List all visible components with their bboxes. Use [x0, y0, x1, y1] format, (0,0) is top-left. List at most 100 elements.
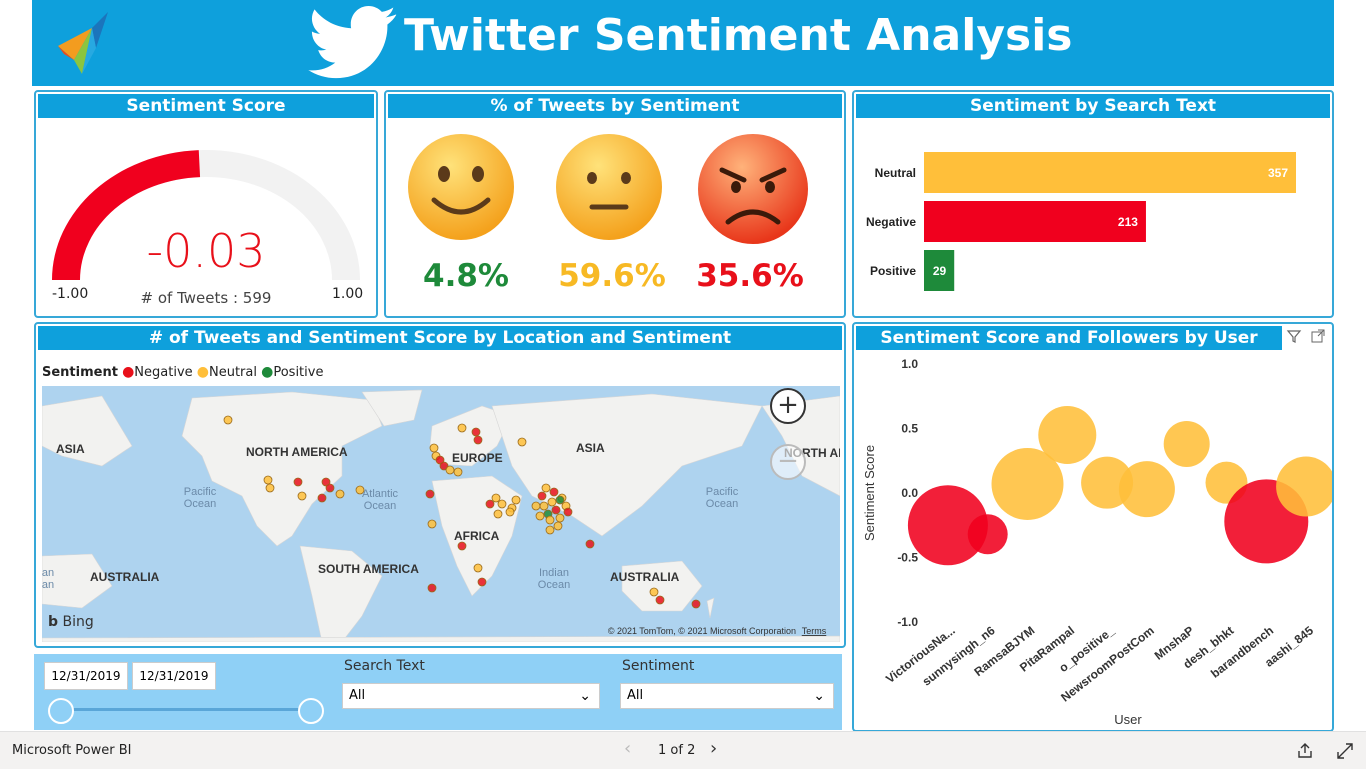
map-point[interactable]	[547, 497, 557, 507]
bar-value-label: 29	[933, 264, 947, 278]
map-point[interactable]	[691, 599, 701, 609]
map-point[interactable]	[539, 501, 549, 511]
fullscreen-icon[interactable]	[1336, 742, 1354, 760]
bar-category-label: Neutral	[875, 166, 916, 180]
panel-title: Sentiment Score and Followers by User	[856, 326, 1282, 350]
map-point[interactable]	[553, 521, 563, 531]
bar-category-label: Positive	[870, 264, 916, 278]
map-point[interactable]	[497, 499, 507, 509]
y-tick-label: 1.0	[901, 357, 918, 371]
map-point[interactable]	[563, 507, 573, 517]
map-point[interactable]	[457, 541, 467, 551]
date-range-end-handle[interactable]	[298, 698, 324, 724]
bar[interactable]	[924, 152, 1296, 193]
bubble[interactable]	[967, 514, 1008, 555]
map-point[interactable]	[297, 491, 307, 501]
map-point[interactable]	[429, 443, 439, 453]
sentiment-score-panel[interactable]: Sentiment Score -0.03 -1.00 1.00 # of Tw…	[34, 90, 378, 318]
sentiment-dropdown[interactable]: All ⌄	[620, 683, 834, 709]
zoom-in-button[interactable]: +	[770, 388, 806, 424]
app-name: Microsoft Power BI	[12, 743, 132, 758]
bubble[interactable]	[1038, 405, 1097, 464]
map-point[interactable]	[293, 477, 303, 487]
map-point[interactable]	[585, 539, 595, 549]
search-text-label: Search Text	[344, 658, 425, 674]
map-point[interactable]	[223, 415, 233, 425]
map-point[interactable]	[265, 483, 275, 493]
map-point[interactable]	[445, 465, 455, 475]
map-point[interactable]	[549, 487, 559, 497]
map-point[interactable]	[473, 435, 483, 445]
chevron-down-icon: ⌄	[579, 688, 591, 704]
search-text-panel[interactable]: Sentiment by Search Text Neutral 357 Negat…	[852, 90, 1334, 318]
map-point[interactable]	[555, 513, 565, 523]
map-point[interactable]	[517, 437, 527, 447]
bubble-chart-panel[interactable]: Sentiment Score and Followers by User 1.…	[852, 322, 1334, 732]
map-point[interactable]	[555, 495, 565, 505]
report-header	[32, 0, 1334, 86]
map-label-indian: Indian Ocean	[538, 567, 570, 591]
map-point[interactable]	[435, 455, 445, 465]
gauge-max-label: 1.00	[332, 286, 364, 302]
map-point[interactable]	[427, 583, 437, 593]
prev-page-button[interactable]: ‹	[624, 738, 632, 759]
bubble[interactable]	[991, 447, 1064, 520]
map-point[interactable]	[511, 495, 521, 505]
map-point[interactable]	[263, 475, 273, 485]
map-point[interactable]	[551, 505, 561, 515]
map-point[interactable]	[473, 563, 483, 573]
pct-tweets-panel[interactable]: % of Tweets by Sentiment 4.8% 59.6% 35.6…	[384, 90, 846, 318]
map-label-atlantic: Atlantic Ocean	[362, 488, 399, 512]
map-point[interactable]	[545, 525, 555, 535]
panel-title: Sentiment by Search Text	[856, 94, 1330, 118]
map-point[interactable]	[425, 489, 435, 499]
map-point[interactable]	[317, 493, 327, 503]
bar[interactable]	[924, 201, 1146, 242]
map-terms-link[interactable]: Terms	[802, 626, 827, 636]
map-point[interactable]	[471, 427, 481, 437]
map-point[interactable]	[439, 461, 449, 471]
positive-pct: 4.8%	[423, 258, 509, 294]
date-from-input[interactable]: 12/31/2019	[44, 662, 128, 690]
next-page-button[interactable]: ›	[710, 738, 718, 759]
map-point[interactable]	[545, 515, 555, 525]
map-point[interactable]	[325, 483, 335, 493]
map-point[interactable]	[537, 491, 547, 501]
map-point[interactable]	[321, 477, 331, 487]
map-point[interactable]	[335, 489, 345, 499]
map-point[interactable]	[457, 423, 467, 433]
map-point[interactable]	[477, 577, 487, 587]
search-text-dropdown[interactable]: All ⌄	[342, 683, 600, 709]
legend-neutral: Neutral	[209, 365, 257, 380]
map-point[interactable]	[453, 467, 463, 477]
zoom-out-button[interactable]: −	[770, 444, 806, 480]
map-point[interactable]	[355, 485, 365, 495]
map-point[interactable]	[655, 595, 665, 605]
map-point[interactable]	[427, 519, 437, 529]
world-map[interactable]: ASIA NORTH AMERICA EUROPE ASIA NORTH AME…	[42, 386, 840, 642]
map-point[interactable]	[491, 493, 501, 503]
map-panel[interactable]: # of Tweets and Sentiment Score by Locat…	[34, 322, 846, 648]
bubble[interactable]	[1163, 420, 1210, 467]
map-point[interactable]	[535, 511, 545, 521]
focus-mode-icon[interactable]	[1310, 328, 1326, 344]
date-to-input[interactable]: 12/31/2019	[132, 662, 216, 690]
bar[interactable]	[924, 250, 955, 291]
share-icon[interactable]	[1296, 742, 1314, 760]
map-point[interactable]	[649, 587, 659, 597]
map-point[interactable]	[485, 499, 495, 509]
filter-icon[interactable]	[1286, 328, 1302, 344]
date-range-start-handle[interactable]	[48, 698, 74, 724]
slicer-area: 12/31/2019 12/31/2019 Search Text All ⌄ …	[34, 654, 842, 730]
bubble[interactable]	[907, 485, 988, 566]
map-point[interactable]	[505, 507, 515, 517]
map-copyright: © 2021 TomTom, © 2021 Microsoft Corporat…	[608, 626, 796, 636]
x-axis-title: User	[1114, 712, 1142, 727]
bubble[interactable]	[1118, 461, 1175, 518]
bubble[interactable]	[1276, 456, 1332, 517]
map-point[interactable]	[541, 483, 551, 493]
map-point[interactable]	[493, 509, 503, 519]
map-label-australia-left: AUSTRALIA	[90, 570, 160, 584]
date-range-track[interactable]	[60, 708, 310, 711]
map-point[interactable]	[531, 501, 541, 511]
